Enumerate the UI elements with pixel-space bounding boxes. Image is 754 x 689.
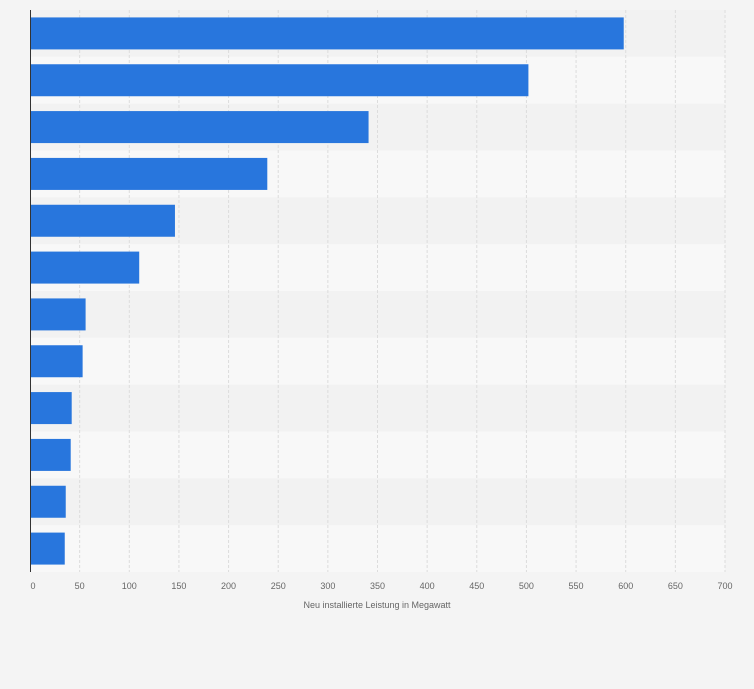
x-tick-label: 300 [320, 581, 335, 591]
x-tick-label: 450 [469, 581, 484, 591]
bar[interactable] [30, 438, 71, 471]
x-tick-label: 200 [221, 581, 236, 591]
gridlines [79, 10, 726, 572]
bar[interactable] [30, 111, 369, 144]
x-tick-label: 400 [420, 581, 435, 591]
x-tick-label: 0 [30, 581, 35, 591]
x-tick-label: 700 [717, 581, 732, 591]
x-axis-title: Neu installierte Leistung in Megawatt [303, 600, 451, 610]
x-axis-ticks: 0 50 100 150 200 250 300 350 400 450 500 550 600 650 7… [30, 581, 732, 591]
x-tick-label: 250 [271, 581, 286, 591]
bar[interactable] [30, 485, 66, 518]
bar[interactable] [30, 64, 529, 97]
x-tick-label: 100 [122, 581, 137, 591]
bar[interactable] [30, 345, 83, 378]
x-tick-label: 150 [171, 581, 186, 591]
bar[interactable] [30, 392, 72, 425]
bar[interactable] [30, 157, 268, 190]
x-tick-label: 650 [668, 581, 683, 591]
x-tick-label: 500 [519, 581, 534, 591]
bar[interactable] [30, 17, 624, 50]
x-tick-label: 50 [75, 581, 85, 591]
x-tick-label: 550 [569, 581, 584, 591]
x-tick-label: 600 [618, 581, 633, 591]
bar[interactable] [30, 251, 140, 284]
bar[interactable] [30, 532, 65, 565]
x-tick-label: 350 [370, 581, 385, 591]
bar-series [30, 17, 624, 565]
bar[interactable] [30, 204, 175, 237]
bar[interactable] [30, 298, 86, 331]
